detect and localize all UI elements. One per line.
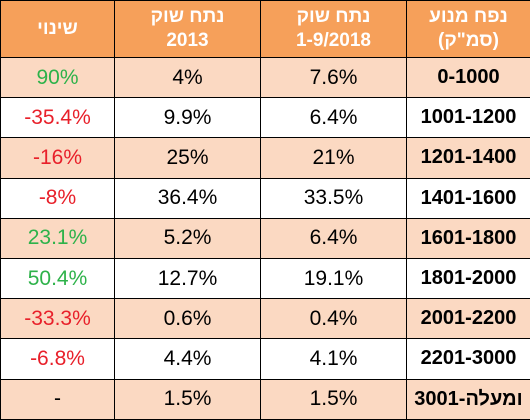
change-cell: - [1,379,115,419]
share-2018-value: 6.4% [310,226,358,249]
share-2013-value: 4.4% [164,347,212,370]
change-value: 50.4% [28,267,88,290]
engine-range-value: 1801-2000 [421,267,517,289]
engine-range-value: 1401-1600 [421,187,517,209]
engine-range-cell: 1401-1600 [407,178,530,218]
share-2018-cell: 7.6% [261,58,407,98]
change-value: - [54,387,61,410]
share-2018-cell: 6.4% [261,218,407,258]
share-2018-value: 1.5% [310,387,358,410]
header-change: שינוי [1,1,115,58]
engine-range-cell: 2201-3000 [407,339,530,379]
engine-range-cell: 1201-1400 [407,138,530,178]
header-share-2013: נתח שוק 2013 [115,1,261,58]
share-2013-cell: 4% [115,58,261,98]
header-share-2018-line2: 1-9/2018 [261,29,406,53]
share-2013-value: 4% [172,66,202,89]
share-2013-cell: 9.9% [115,98,261,138]
engine-range-value: 2201-3000 [421,347,517,369]
engine-range-value: 1201-1400 [421,146,517,168]
change-cell: -8% [1,178,115,218]
share-2018-cell: 19.1% [261,258,407,298]
header-share-2013-line2: 2013 [115,29,260,53]
share-2018-cell: 0.4% [261,299,407,339]
change-value: -8% [39,186,76,209]
table-row: 90% 4% 7.6% 0-1000 [1,58,530,98]
change-value: -6.8% [30,347,85,370]
share-2018-value: 6.4% [310,106,358,129]
header-share-2013-line1: נתח שוק [115,5,260,29]
header-change-label: שינוי [1,17,114,41]
share-2018-value: 7.6% [310,66,358,89]
engine-range-value: 1601-1800 [421,227,517,249]
share-2013-value: 5.2% [164,226,212,249]
engine-range-cell: 2001-2200 [407,299,530,339]
share-2018-cell: 4.1% [261,339,407,379]
change-cell: -35.4% [1,98,115,138]
share-2013-value: 36.4% [158,186,218,209]
engine-range-cell: 1601-1800 [407,218,530,258]
engine-range-value: 0-1000 [437,66,499,88]
header-row: שינוי נתח שוק 2013 נתח שוק 1-9/2018 נפח … [1,1,530,58]
share-2013-cell: 4.4% [115,339,261,379]
table-row: 23.1% 5.2% 6.4% 1601-1800 [1,218,530,258]
table-row: -33.3% 0.6% 0.4% 2001-2200 [1,299,530,339]
share-2013-cell: 25% [115,138,261,178]
share-2018-cell: 1.5% [261,379,407,419]
table-row: -6.8% 4.4% 4.1% 2201-3000 [1,339,530,379]
table-row: 50.4% 12.7% 19.1% 1801-2000 [1,258,530,298]
table-row: -35.4% 9.9% 6.4% 1001-1200 [1,98,530,138]
header-engine-line1: נפח מנוע [407,5,530,29]
share-2018-value: 21% [312,146,354,169]
change-value: 23.1% [28,226,88,249]
share-2013-cell: 5.2% [115,218,261,258]
header-engine-volume: נפח מנוע (סמ"ק) [407,1,530,58]
share-2013-value: 0.6% [164,307,212,330]
share-2013-cell: 1.5% [115,379,261,419]
engine-range-cell: 3001-ומעלה [407,379,530,419]
engine-range-cell: 0-1000 [407,58,530,98]
header-share-2018-line1: נתח שוק [261,5,406,29]
engine-range-value: 2001-2200 [421,307,517,329]
share-2018-cell: 33.5% [261,178,407,218]
change-value: -33.3% [24,307,91,330]
change-cell: 50.4% [1,258,115,298]
share-2018-value: 4.1% [310,347,358,370]
share-2013-cell: 36.4% [115,178,261,218]
share-2013-value: 25% [166,146,208,169]
header-share-2018: נתח שוק 1-9/2018 [261,1,407,58]
share-2013-cell: 0.6% [115,299,261,339]
share-2013-cell: 12.7% [115,258,261,298]
table-row: - 1.5% 1.5% 3001-ומעלה [1,379,530,419]
engine-range-value: 3001-ומעלה [414,388,522,410]
change-value: 90% [36,66,78,89]
table-row: -16% 25% 21% 1201-1400 [1,138,530,178]
engine-range-cell: 1001-1200 [407,98,530,138]
change-cell: 23.1% [1,218,115,258]
change-cell: -16% [1,138,115,178]
share-2018-cell: 6.4% [261,98,407,138]
change-value: -35.4% [24,106,91,129]
change-cell: 90% [1,58,115,98]
engine-range-value: 1001-1200 [421,106,517,128]
share-2018-value: 19.1% [304,267,364,290]
change-cell: -6.8% [1,339,115,379]
share-2018-value: 0.4% [310,307,358,330]
share-2013-value: 12.7% [158,267,218,290]
header-engine-line2: (סמ"ק) [407,29,530,53]
share-2018-cell: 21% [261,138,407,178]
change-cell: -33.3% [1,299,115,339]
engine-range-cell: 1801-2000 [407,258,530,298]
table-row: -8% 36.4% 33.5% 1401-1600 [1,178,530,218]
share-2018-value: 33.5% [304,186,364,209]
share-2013-value: 9.9% [164,106,212,129]
change-value: -16% [33,146,82,169]
share-2013-value: 1.5% [164,387,212,410]
